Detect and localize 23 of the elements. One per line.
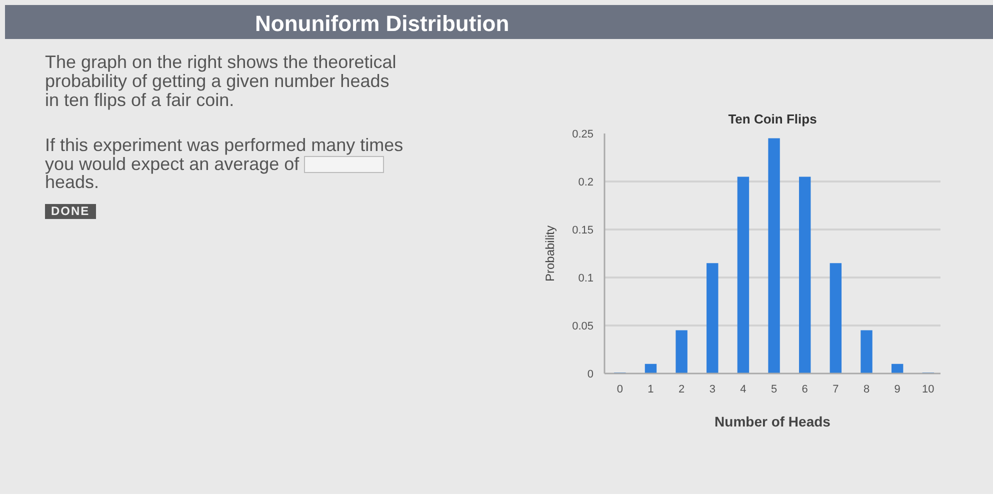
x-tick-label: 9 xyxy=(894,384,900,396)
y-tick-label: 0 xyxy=(587,368,594,380)
text: The graph on the right shows the theoretical probability of getting a given number heads in ten flips of a fair coin. xyxy=(45,52,398,110)
y-tick-label: 0.1 xyxy=(578,272,594,284)
x-tick-label: 4 xyxy=(740,384,746,396)
x-tick-label: 2 xyxy=(678,384,685,396)
y-tick-label: 0.05 xyxy=(572,320,594,332)
text: DONE xyxy=(45,204,96,219)
x-tick-label: 1 xyxy=(648,384,654,396)
y-axis-title: Probability xyxy=(543,225,558,282)
x-tick-label: 5 xyxy=(770,384,778,396)
text: Nonuniform Distribution xyxy=(254,10,510,38)
x-axis-title: Number of Heads xyxy=(714,414,831,430)
x-tick-label: 10 xyxy=(922,384,934,396)
x-tick-label: 3 xyxy=(709,384,716,396)
x-tick-label: 0 xyxy=(616,384,623,396)
y-tick-label: 0.2 xyxy=(578,176,594,188)
x-tick-label: 8 xyxy=(863,384,870,396)
y-tick-label: 0.25 xyxy=(572,128,594,140)
chart-title: Ten Coin Flips xyxy=(728,112,817,126)
x-tick-label: 7 xyxy=(832,384,839,396)
x-tick-label: 6 xyxy=(802,384,808,396)
y-tick-label: 0.15 xyxy=(572,224,594,236)
